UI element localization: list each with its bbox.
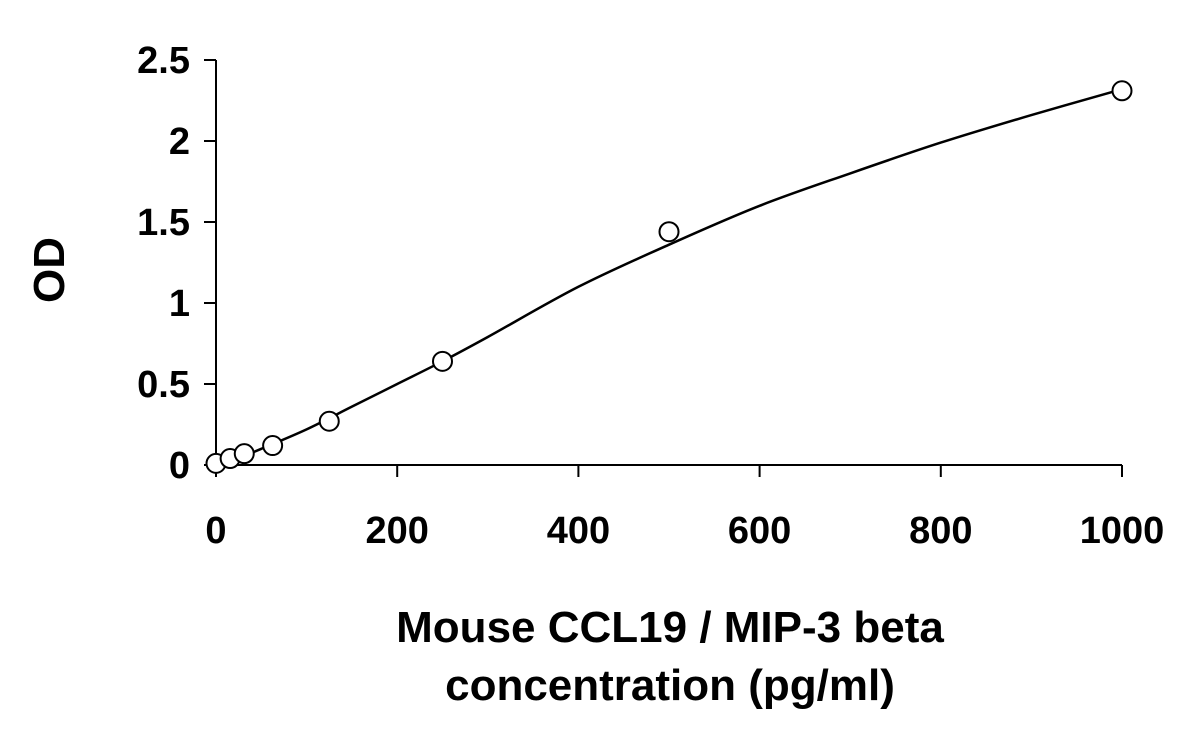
y-tick-label: 1	[169, 283, 190, 325]
data-point	[658, 221, 680, 243]
y-tick-label: 2.5	[137, 40, 190, 82]
x-axis-title-line-2: concentration (pg/ml)	[445, 661, 895, 710]
y-tick-label: 1.5	[137, 202, 190, 244]
x-tick-label: 0	[205, 510, 226, 552]
data-points	[205, 80, 1133, 474]
y-axis-title: OD	[25, 237, 74, 303]
y-ticks: 0 0.5 1 1.5 2 2.5	[137, 40, 216, 487]
x-tick-label: 400	[547, 510, 610, 552]
fit-curve	[229, 87, 1123, 463]
data-point	[233, 443, 255, 465]
data-point	[1111, 80, 1133, 102]
data-point	[432, 350, 453, 372]
x-tick-label: 1000	[1080, 510, 1165, 552]
x-axis-title-line-1: Mouse CCL19 / MIP-3 beta	[396, 603, 944, 652]
x-tick-label: 200	[365, 510, 428, 552]
data-point	[318, 410, 340, 432]
y-tick-label: 2	[169, 121, 190, 163]
x-ticks: 0 200 400 600 800 1000	[205, 465, 1164, 552]
data-point	[262, 435, 284, 457]
y-tick-label: 0	[169, 445, 190, 487]
x-tick-label: 800	[909, 510, 972, 552]
y-tick-label: 0.5	[137, 364, 190, 406]
x-tick-label: 600	[728, 510, 791, 552]
